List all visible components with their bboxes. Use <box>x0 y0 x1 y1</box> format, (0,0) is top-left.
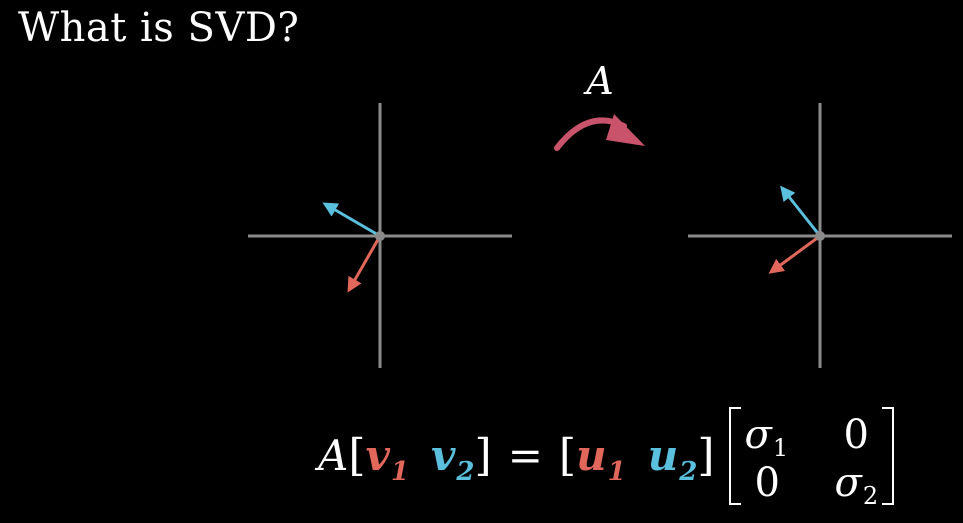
u2-vector <box>780 185 822 237</box>
sigma-matrix: σ1 0 0 σ2 <box>728 405 894 508</box>
svd-diagram: A <box>248 59 952 368</box>
sigma-matrix-left-bracket <box>728 407 741 505</box>
eq-open-bracket-right: [ <box>558 429 577 481</box>
sigma-1-symbol: σ <box>744 412 772 458</box>
sigma-1-entry: σ1 <box>744 412 789 460</box>
sigma-matrix-right-bracket <box>881 407 894 505</box>
matrix-zero-top-right: 0 <box>843 412 869 458</box>
sigma-2-subscript: 2 <box>862 482 879 510</box>
eq-v2-subscript: 2 <box>456 456 475 487</box>
v1-vector <box>347 235 382 293</box>
eq-close-bracket-right: ] <box>697 429 715 481</box>
v2-vector <box>322 202 381 238</box>
sigma-1-subscript: 1 <box>772 434 789 462</box>
eq-v2-symbol: v <box>431 430 456 480</box>
transform-arrow <box>554 114 645 151</box>
eq-v1-subscript: 1 <box>390 456 410 487</box>
eq-matrix-a: A <box>318 430 349 480</box>
eq-open-bracket-left: [ <box>348 429 366 481</box>
right-origin-dot <box>815 231 825 241</box>
eq-u2-symbol: u <box>647 430 679 480</box>
matrix-zero-bottom-left: 0 <box>754 460 780 506</box>
eq-u2-subscript: 2 <box>679 456 698 487</box>
page-title: What is SVD? <box>18 5 300 51</box>
eq-u1: u1 <box>576 430 626 487</box>
eq-v2: v2 <box>431 430 475 487</box>
eq-u1-symbol: u <box>576 430 607 480</box>
eq-close-bracket-left: ] <box>474 429 492 481</box>
u1-vector <box>768 234 821 274</box>
eq-u2: u2 <box>647 430 698 487</box>
svd-equation: A [ v1 v2 ] = [ u1 u2 ] σ1 0 0 σ2 <box>318 400 894 510</box>
eq-v1: v1 <box>365 430 410 487</box>
left-origin-dot <box>375 231 385 241</box>
transform-label: A <box>583 59 613 103</box>
sigma-2-entry: σ2 <box>834 460 879 508</box>
eq-equals: = <box>507 430 543 480</box>
sigma-2-symbol: σ <box>834 460 862 506</box>
eq-u1-subscript: 1 <box>607 456 626 487</box>
eq-v1-symbol: v <box>365 430 390 480</box>
